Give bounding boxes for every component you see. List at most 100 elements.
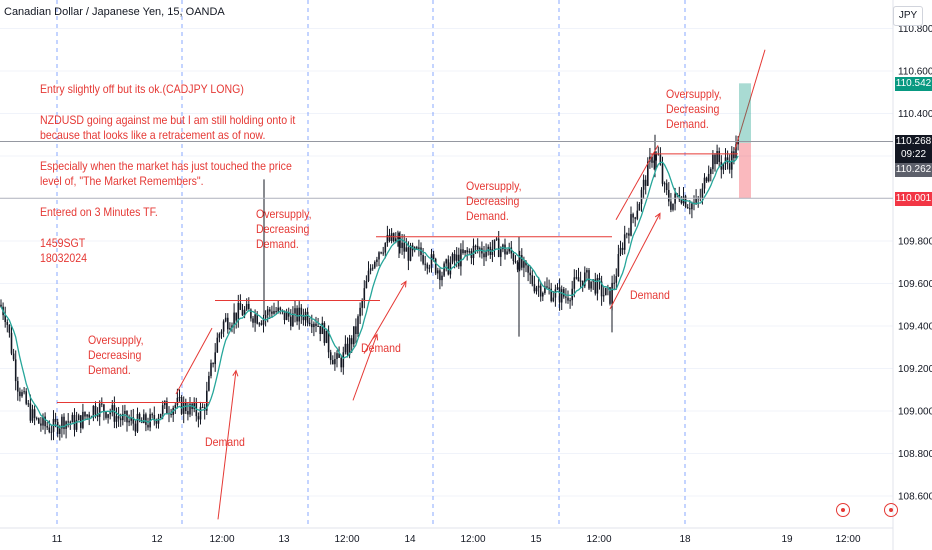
candle-body [707, 173, 710, 182]
candle-body [386, 234, 389, 243]
candle-body [271, 311, 273, 314]
candle-body [201, 406, 204, 408]
note-line: 1459SGT [40, 236, 86, 250]
candle-body [101, 403, 103, 405]
candle-body [680, 199, 683, 204]
candle-body [346, 343, 349, 355]
y-tick-label: 108.800 [898, 449, 932, 460]
alert-marker-icon[interactable] [836, 503, 850, 517]
candle-body [621, 247, 624, 250]
candle-body [686, 207, 689, 209]
candle-body [504, 244, 506, 255]
x-tick-label: 14 [404, 534, 416, 545]
candle-body [298, 307, 300, 322]
candle-body [563, 289, 565, 297]
candle-body [474, 245, 477, 247]
note-line: because that looks like a retracement as… [40, 128, 266, 142]
trend-arrow [609, 213, 661, 310]
candle-body [319, 325, 321, 334]
x-tick-label: 13 [278, 534, 290, 545]
candle-body [250, 309, 252, 319]
candle-body [500, 249, 502, 257]
candle-body [132, 417, 135, 424]
candle-body [69, 421, 72, 423]
target-zone [739, 83, 751, 143]
candle-body [134, 423, 137, 432]
candle-body [159, 413, 162, 418]
candle-body [407, 247, 410, 261]
candle-body [586, 270, 588, 273]
candle-body [575, 277, 578, 279]
candle-body [701, 188, 704, 198]
candle-body [350, 338, 353, 345]
candle-body [579, 280, 582, 282]
x-tick-label: 12 [151, 534, 163, 545]
candle-body [237, 303, 240, 321]
candle-body [581, 280, 584, 287]
candle-body [245, 303, 248, 310]
currency-button[interactable]: JPY [893, 6, 923, 26]
candle-body [187, 410, 189, 415]
entry-price-badge: 110.262 [895, 163, 932, 177]
candle-body [369, 268, 372, 271]
candle-body [382, 252, 384, 254]
candle-body [367, 270, 370, 281]
candle-body [33, 409, 36, 418]
candle-body [508, 247, 510, 252]
candle-body [728, 161, 731, 170]
candle-body [300, 307, 303, 317]
note-spacer [40, 97, 304, 113]
candle-body [733, 151, 735, 159]
candle-body [577, 277, 580, 282]
candle-body [292, 313, 294, 327]
candle-body [153, 415, 156, 421]
candle-body [308, 322, 311, 325]
candle-body [451, 253, 454, 263]
candle-body [38, 418, 40, 424]
candle-body [218, 333, 221, 338]
candle-body [399, 237, 401, 249]
candle-body [71, 414, 74, 423]
candle-body [29, 403, 32, 421]
candle-body [374, 261, 376, 268]
candle-body [86, 414, 88, 417]
candle-body [275, 311, 277, 313]
candle-body [640, 189, 643, 205]
annotation-oversupply-4: Oversupply, Decreasing Demand. [666, 87, 722, 131]
candle-body [569, 300, 571, 302]
candle-body [325, 330, 328, 343]
candle-body [109, 412, 111, 415]
candle-body [634, 217, 636, 219]
annotation-oversupply-1: Oversupply, Decreasing Demand. [88, 333, 144, 377]
candle-body [512, 253, 515, 262]
candle-body [619, 247, 622, 255]
candle-body [96, 414, 99, 417]
candle-body [670, 201, 672, 210]
x-tick-label: 12:00 [334, 534, 359, 545]
candle-body [605, 288, 607, 296]
candle-body [655, 153, 657, 161]
candle-body [124, 410, 126, 414]
candle-body [224, 317, 227, 322]
alert-marker-icon[interactable] [884, 503, 898, 517]
candle-body [565, 296, 567, 298]
candle-body [523, 261, 525, 268]
candle-body [111, 405, 114, 413]
candle-body [178, 397, 181, 399]
candle-body [420, 247, 422, 256]
candle-body [128, 420, 130, 423]
candle-body [92, 405, 95, 418]
arrow-head [232, 369, 239, 377]
candle-body [439, 270, 441, 281]
trend-arrow [175, 327, 213, 395]
candle-body [630, 214, 632, 236]
candle-body [315, 323, 317, 327]
candle-body [537, 285, 540, 288]
trend-arrow [615, 145, 659, 220]
candle-body [401, 242, 403, 249]
candle-body [21, 392, 23, 397]
candle-body [705, 177, 708, 182]
candle-body [23, 391, 25, 393]
candle-body [42, 416, 44, 426]
